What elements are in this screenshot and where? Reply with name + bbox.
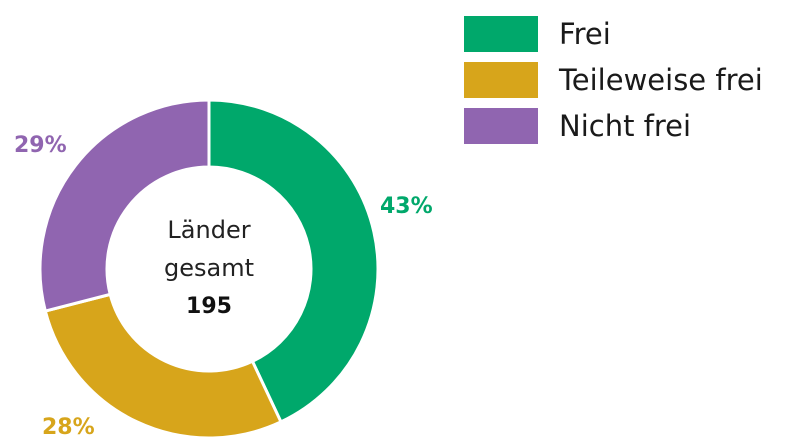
legend-item-frei: Frei [464,11,763,57]
center-label-line2: gesamt [164,254,254,282]
legend-label-nicht-frei: Nicht frei [559,109,692,143]
donut-slice-teileweise-frei [43,292,283,437]
donut-slice-nicht-frei [38,98,211,313]
legend: Frei Teileweise frei Nicht frei [464,11,763,149]
legend-swatch-nicht-frei [464,108,538,144]
donut-slices [38,98,380,437]
legend-swatch-teileweise-frei [464,62,538,98]
legend-label-frei: Frei [559,17,611,51]
legend-item-nicht-frei: Nicht frei [464,103,763,149]
donut-slice-frei [207,98,380,424]
center-total-value: 195 [186,294,232,319]
legend-label-teileweise-frei: Teileweise frei [559,63,763,97]
legend-swatch-frei [464,16,538,52]
legend-item-teileweise-frei: Teileweise frei [464,57,763,103]
data-label-teileweise-frei: 28% [42,415,95,440]
data-label-nicht-frei: 29% [14,133,67,158]
data-label-frei: 43% [380,194,433,219]
center-label-line1: Länder [167,216,251,244]
